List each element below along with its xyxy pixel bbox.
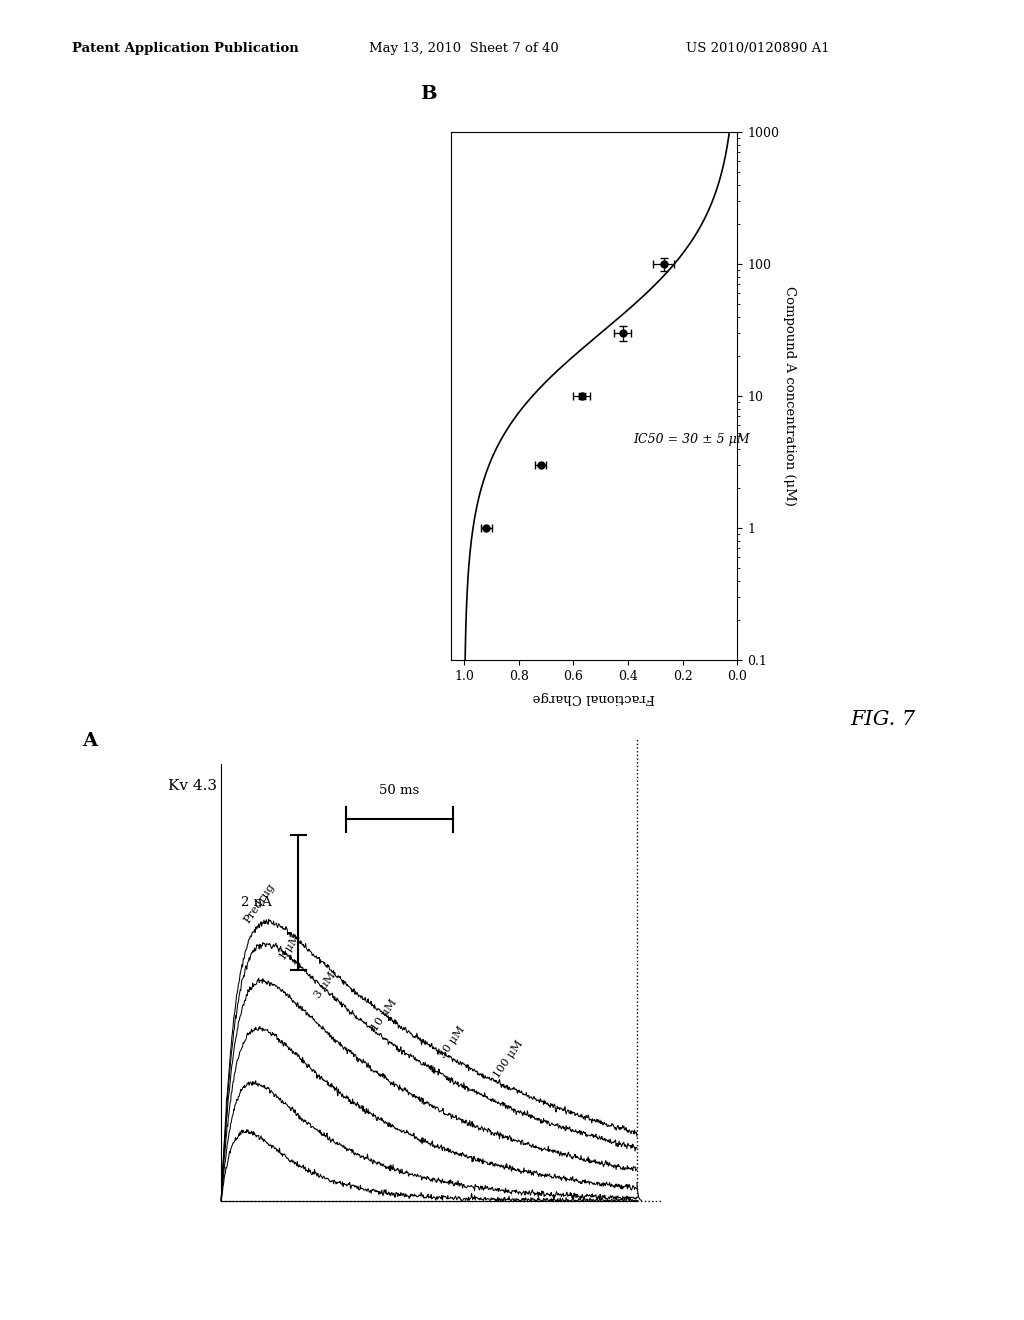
Text: 50 ms: 50 ms — [379, 784, 420, 797]
Text: FIG. 7: FIG. 7 — [850, 710, 915, 729]
Y-axis label: Compound A concentration (μM): Compound A concentration (μM) — [782, 286, 796, 506]
Text: Kv 4.3: Kv 4.3 — [168, 779, 217, 793]
Text: A: A — [82, 731, 97, 750]
Text: Patent Application Publication: Patent Application Publication — [72, 42, 298, 55]
Text: B: B — [420, 84, 436, 103]
Text: US 2010/0120890 A1: US 2010/0120890 A1 — [686, 42, 829, 55]
Text: 10 μM: 10 μM — [370, 997, 398, 1032]
Text: May 13, 2010  Sheet 7 of 40: May 13, 2010 Sheet 7 of 40 — [369, 42, 558, 55]
Text: IC50 = 30 ± 5 μM: IC50 = 30 ± 5 μM — [634, 433, 750, 446]
X-axis label: Fractional Charge: Fractional Charge — [532, 692, 655, 704]
Text: 100 μM: 100 μM — [492, 1039, 524, 1080]
Text: 30 μM: 30 μM — [438, 1024, 467, 1060]
Text: 1 μM: 1 μM — [278, 933, 302, 962]
Text: Predrug: Predrug — [242, 882, 276, 925]
Text: 3 μM: 3 μM — [313, 970, 338, 1001]
Text: 2 nA: 2 nA — [242, 896, 272, 908]
